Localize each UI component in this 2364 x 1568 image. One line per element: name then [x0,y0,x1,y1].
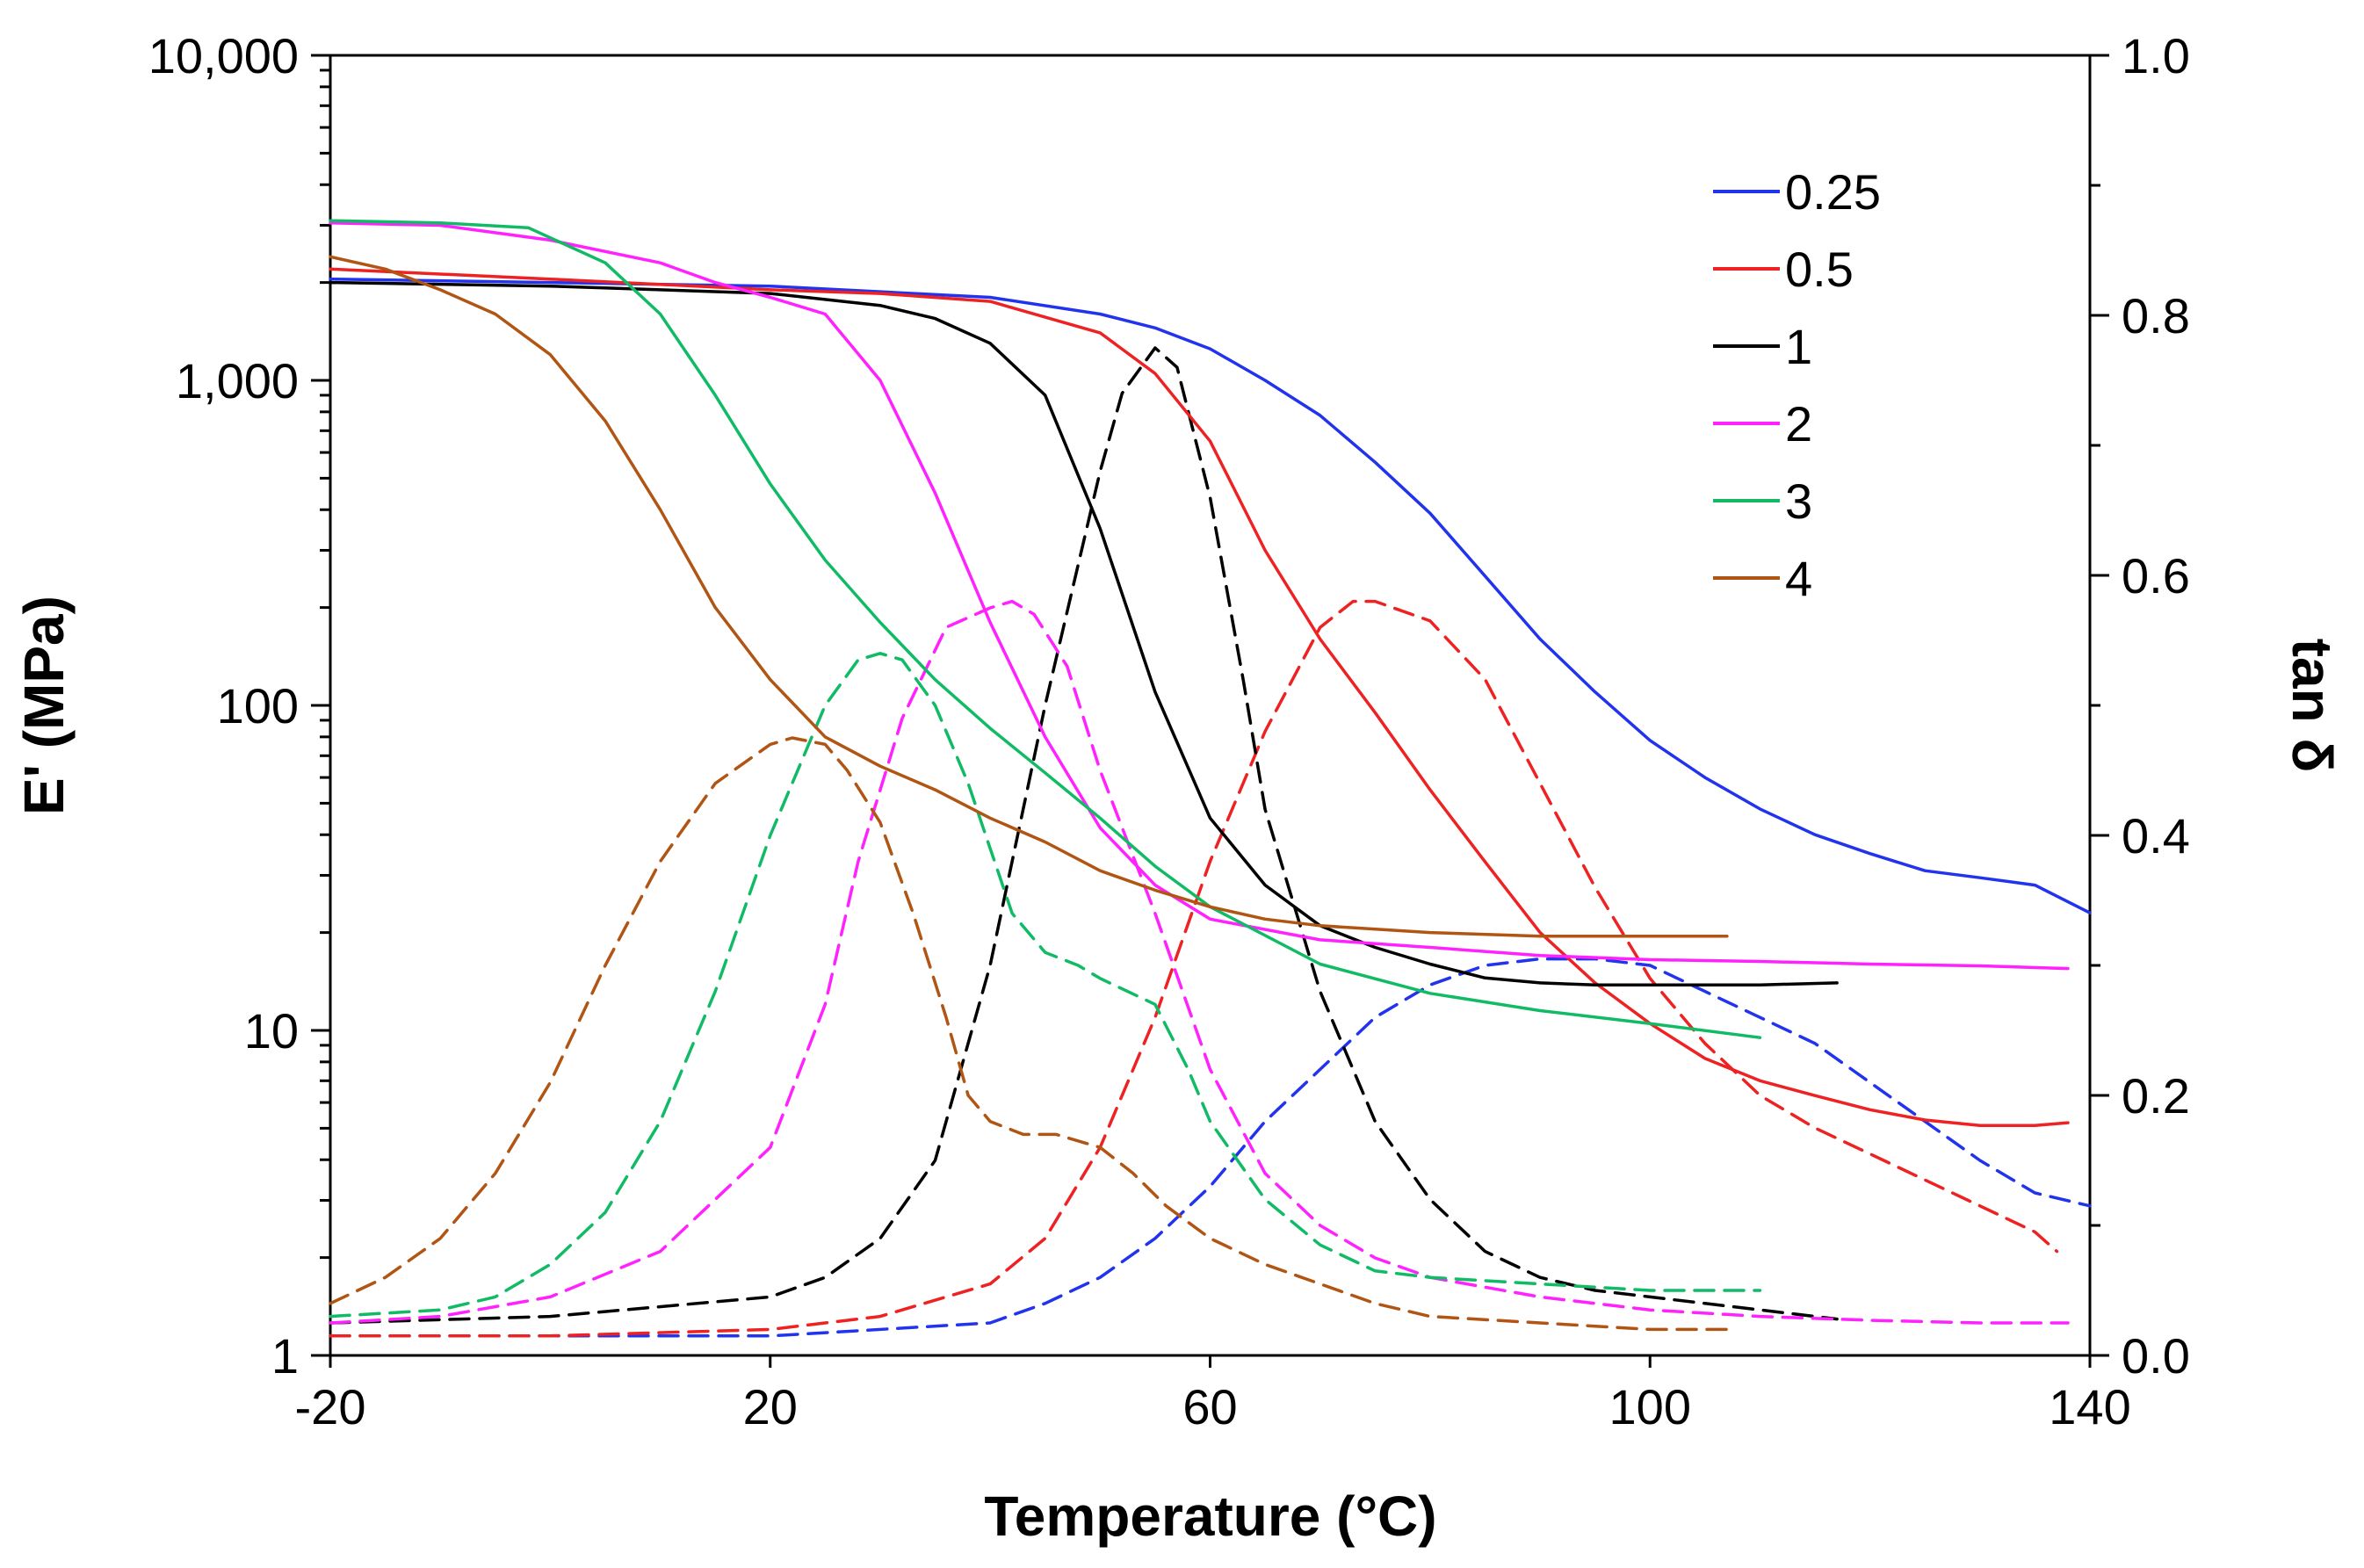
y-axis-title-left: E' (MPa) [12,596,76,815]
x-tick-label: 20 [743,1379,798,1434]
right-tick-label: 1.0 [2122,28,2190,83]
right-tick-label: 0.4 [2122,808,2190,863]
legend-label-1: 1 [1785,319,1812,374]
tan-delta-line-3 [330,654,1760,1317]
left-tick-label: 10 [244,1003,299,1059]
x-tick-label: 140 [2049,1379,2130,1434]
storage-modulus-line-3 [330,220,1760,1037]
legend-label-0.25: 0.25 [1785,164,1881,220]
x-tick-label: 60 [1182,1379,1237,1434]
tan-delta-line-4 [330,738,1727,1329]
x-tick-label: 100 [1609,1379,1691,1434]
x-axis-title: Temperature (°C) [984,1485,1436,1548]
storage-modulus-line-4 [330,257,1727,936]
legend-label-2: 2 [1785,396,1812,452]
y-axis-title-right: tan δ [2281,639,2344,773]
right-tick-label: 0.8 [2122,288,2190,343]
storage-modulus-line-1 [330,283,1837,986]
legend-label-3: 3 [1785,473,1812,529]
right-tick-label: 0.0 [2122,1328,2190,1384]
legend-label-4: 4 [1785,551,1812,606]
left-tick-label: 100 [217,678,299,733]
left-tick-label: 1 [271,1328,299,1384]
right-tick-label: 0.6 [2122,548,2190,603]
left-tick-label: 1,000 [176,353,299,408]
x-tick-label: -20 [295,1379,366,1434]
legend-label-0.5: 0.5 [1785,242,1854,297]
legend: 0.25 0.5 1 2 3 4 [1713,164,1881,606]
right-tick-label: 0.2 [2122,1068,2190,1124]
dma-chart: -20 20 60 100 140 1 10 100 1,000 10,000 0.0 0.2 0.4 0… [0,0,2364,1568]
series [330,220,2090,1336]
left-tick-label: 10,000 [148,28,299,83]
